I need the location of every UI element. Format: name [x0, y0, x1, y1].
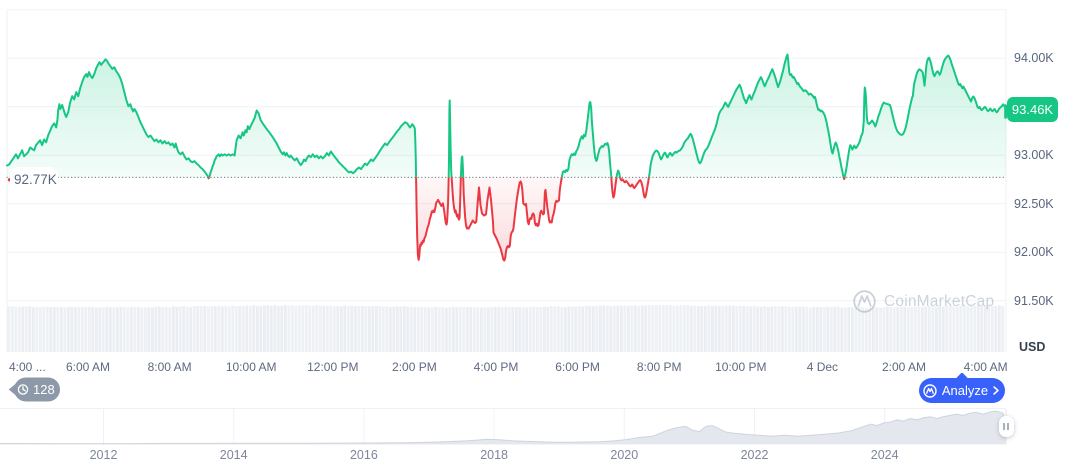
svg-text:128: 128: [33, 382, 55, 397]
